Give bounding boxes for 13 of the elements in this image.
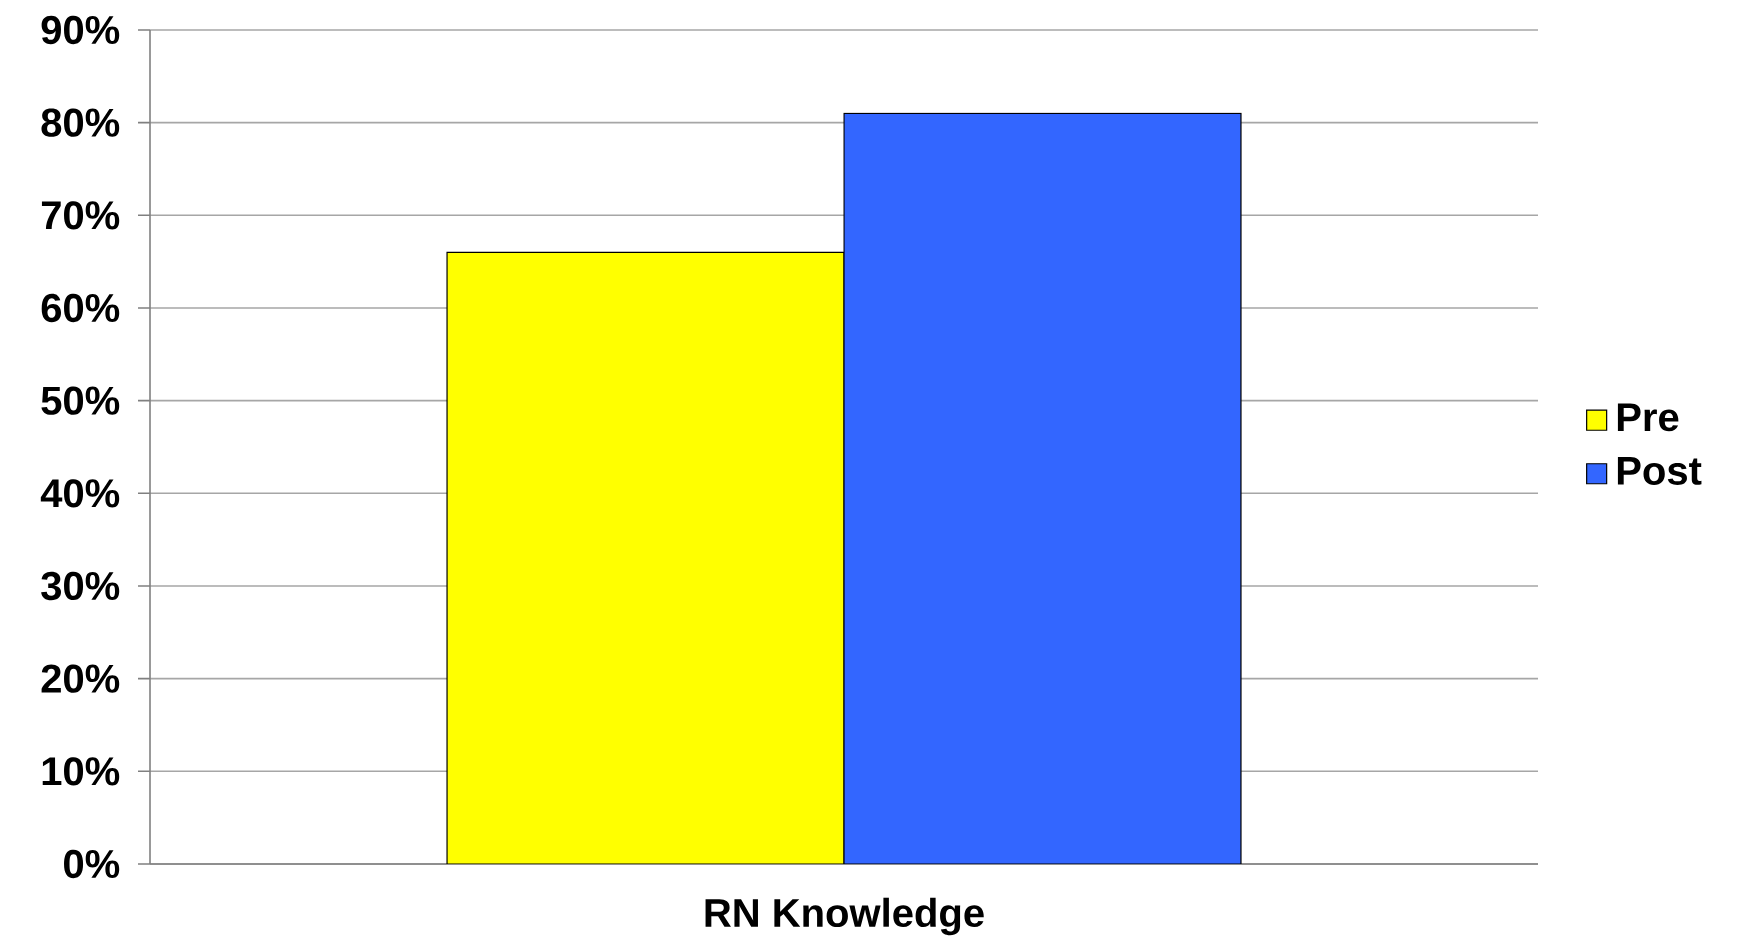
y-tick-label: 50%: [41, 386, 120, 415]
y-tick-label: 80%: [41, 108, 120, 137]
y-tick-label: 10%: [42, 757, 120, 786]
legend-label: Pre: [1617, 403, 1679, 432]
x-tick-label: RN Knowledge: [705, 897, 984, 936]
y-tick-label: 40%: [40, 479, 120, 508]
y-tick-label: 20%: [41, 664, 120, 693]
y-tick-label: 60%: [41, 293, 120, 323]
y-tick-label: 90%: [41, 15, 120, 45]
y-tick-label: 30%: [41, 571, 120, 601]
y-tick-label: 70%: [41, 201, 120, 230]
legend-label: Post: [1617, 457, 1702, 485]
y-tick-label: 0%: [64, 849, 120, 879]
